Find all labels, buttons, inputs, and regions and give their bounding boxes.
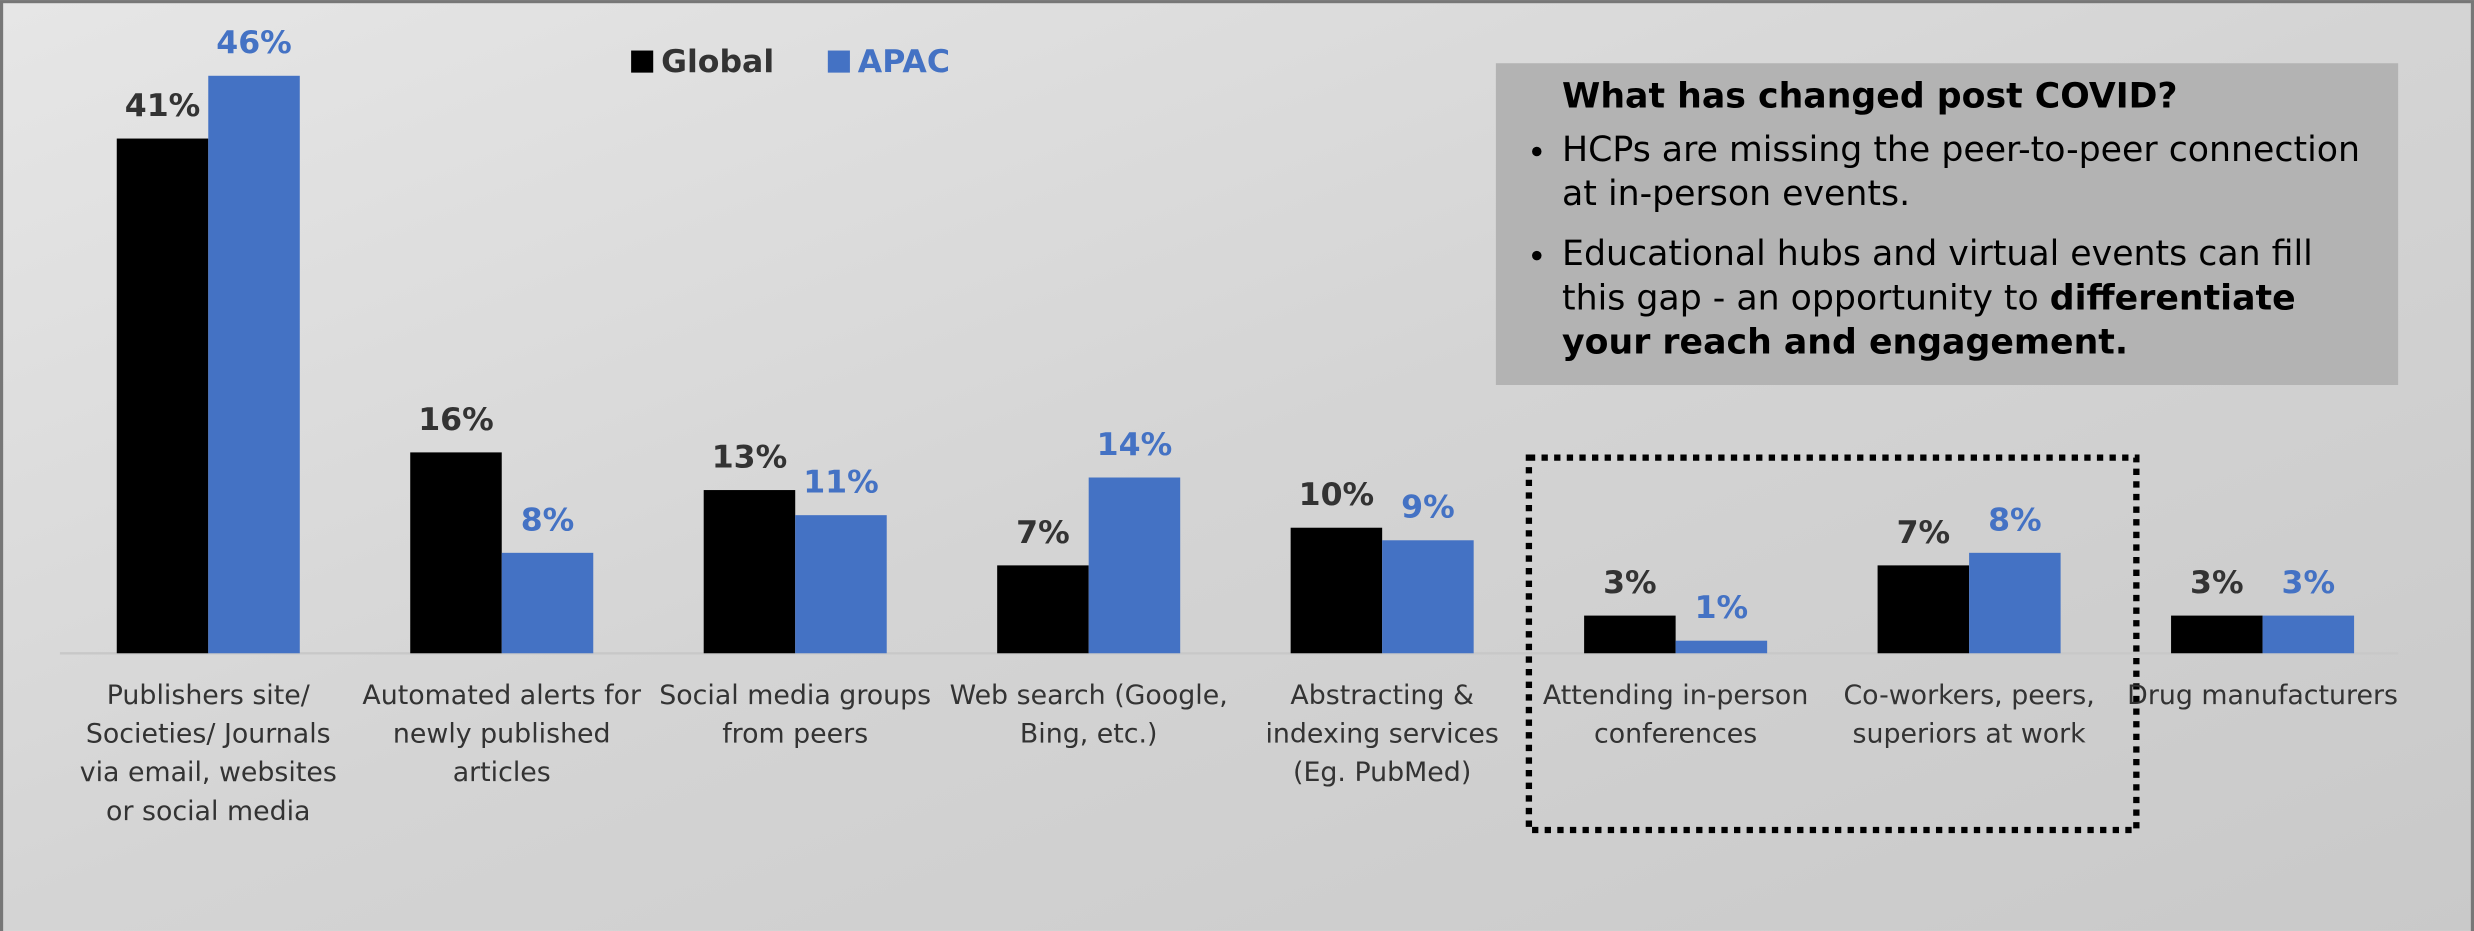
x-tick-line: superiors at work bbox=[1852, 718, 2086, 749]
x-tick-label: Drug manufacturers bbox=[2127, 679, 2398, 710]
value-label: 46% bbox=[216, 25, 292, 61]
value-label: 14% bbox=[1097, 427, 1173, 463]
x-tick-line: (Eg. PubMed) bbox=[1293, 757, 1471, 788]
bar bbox=[410, 452, 502, 654]
bar bbox=[1290, 527, 1383, 654]
legend-swatch bbox=[827, 50, 850, 73]
value-label: 10% bbox=[1299, 477, 1375, 513]
bar bbox=[1969, 552, 2061, 654]
bar bbox=[1877, 565, 1970, 654]
bar bbox=[1675, 640, 1768, 654]
bullet-text: HCPs are missing the peer-to-peer connec… bbox=[1562, 131, 2360, 215]
highlight-box bbox=[1525, 454, 2140, 834]
bar bbox=[501, 552, 594, 654]
bar bbox=[703, 490, 796, 654]
bar bbox=[208, 75, 300, 654]
x-tick-label: Web search (Google, Bing, etc.) bbox=[950, 679, 1228, 749]
x-tick-line: or social media bbox=[106, 795, 310, 826]
value-label: 1% bbox=[1695, 590, 1749, 626]
value-label: 8% bbox=[1988, 502, 2042, 538]
bullet-text: Educational hubs and virtual events can … bbox=[1562, 235, 2313, 319]
x-tick-line: conferences bbox=[1594, 718, 1757, 749]
bar bbox=[997, 565, 1089, 654]
bullet-text: differentiate your reach and engagement. bbox=[1562, 279, 2296, 363]
x-tick-label: Abstracting & indexing services (Eg. PubMe… bbox=[1265, 679, 1498, 787]
bar bbox=[2171, 615, 2263, 654]
x-tick-line: Publishers site/ bbox=[107, 679, 311, 710]
x-tick-line: articles bbox=[453, 757, 551, 788]
x-tick-line: Drug manufacturers bbox=[2127, 679, 2398, 710]
x-tick-line: Co-workers, peers, bbox=[1843, 679, 2094, 710]
value-label: 7% bbox=[1016, 515, 1070, 551]
bar bbox=[1584, 615, 1676, 654]
x-tick-line: Automated alerts for bbox=[362, 679, 642, 710]
x-tick-line: Social media groups bbox=[659, 679, 931, 710]
value-label: 16% bbox=[418, 402, 494, 438]
annotation: What has changed post COVID? HCPs are mi… bbox=[1495, 63, 2399, 386]
bar bbox=[1088, 477, 1181, 654]
bar bbox=[116, 138, 209, 654]
x-tick-line: Attending in-person bbox=[1543, 679, 1808, 710]
x-tick-label: Automated alerts for newly published artic… bbox=[362, 679, 642, 787]
value-label: 41% bbox=[125, 88, 201, 124]
legend-label: Global bbox=[661, 44, 774, 80]
x-tick-line: from peers bbox=[722, 718, 868, 749]
value-label: 9% bbox=[1401, 490, 1455, 526]
x-tick-line: indexing services bbox=[1265, 718, 1498, 749]
x-tick-line: Abstracting & bbox=[1290, 679, 1474, 710]
value-label: 8% bbox=[521, 502, 575, 538]
x-tick-label: Co-workers, peers, superiors at work bbox=[1843, 679, 2094, 749]
bar bbox=[1382, 540, 1474, 654]
value-label: 11% bbox=[803, 465, 879, 501]
x-tick-line: Societies/ Journals bbox=[86, 718, 331, 749]
value-label: 3% bbox=[2282, 565, 2336, 601]
bullet: HCPs are missing the peer-to-peer connec… bbox=[1562, 129, 2376, 217]
x-tick-label: Social media groups from peers bbox=[659, 679, 931, 749]
bar bbox=[2262, 615, 2355, 654]
legend-label: APAC bbox=[858, 44, 950, 80]
value-label: 3% bbox=[2190, 565, 2244, 601]
legend-swatch bbox=[631, 50, 654, 73]
bar bbox=[795, 515, 887, 654]
x-tick-line: Bing, etc.) bbox=[1020, 718, 1158, 749]
x-tick-line: Web search (Google, bbox=[950, 679, 1228, 710]
x-tick-line: newly published bbox=[393, 718, 611, 749]
value-label: 13% bbox=[712, 440, 788, 476]
value-label: 7% bbox=[1897, 515, 1951, 551]
annotation-title: What has changed post COVID? bbox=[1562, 77, 2178, 117]
x-tick-label: Attending in-person conferences bbox=[1543, 679, 1808, 749]
annotation-box: What has changed post COVID? HCPs are mi… bbox=[1496, 63, 2399, 385]
x-tick-label: Publishers site/Societies/ Journals via e… bbox=[80, 679, 337, 826]
value-label: 3% bbox=[1603, 565, 1657, 601]
x-tick-line: via email, websites bbox=[80, 757, 337, 788]
bullet-list: HCPs are missing the peer-to-peer connec… bbox=[1518, 129, 2376, 366]
bullet: Educational hubs and virtual events can … bbox=[1562, 234, 2376, 367]
